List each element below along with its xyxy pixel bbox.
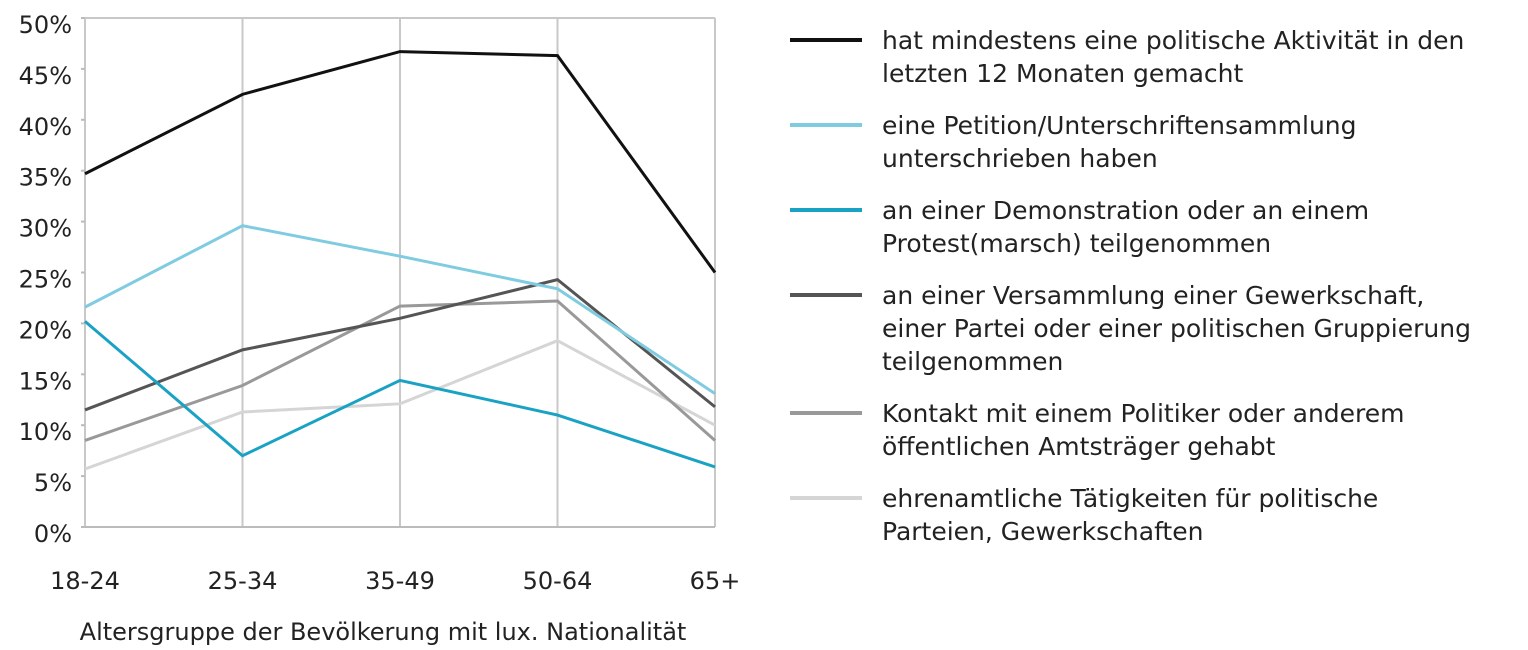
legend-swatch	[790, 293, 862, 297]
series-line	[84, 339, 716, 471]
y-tick-label: 0%	[34, 520, 72, 548]
legend-swatch	[790, 496, 862, 500]
y-tick-label: 35%	[19, 164, 72, 192]
y-tick-label: 30%	[19, 215, 72, 243]
series-line	[84, 320, 716, 469]
y-tick-label: 50%	[19, 11, 72, 39]
y-tick-label: 5%	[34, 469, 72, 497]
y-tick-label: 15%	[19, 367, 72, 395]
x-tick-label: 50-64	[523, 567, 593, 595]
y-tick-label: 20%	[19, 316, 72, 344]
legend-label: ehrenamtliche Tätigkeiten für politische…	[882, 484, 1379, 546]
legend-entry: eine Petition/Unterschriftensammlung unt…	[790, 109, 1522, 175]
series-line	[84, 299, 716, 442]
x-tick-label: 18-24	[50, 567, 120, 595]
x-axis-title: Altersgruppe der Bevölkerung mit lux. Na…	[80, 618, 687, 646]
y-tick-label: 25%	[19, 266, 72, 294]
legend-entry: an einer Versammlung einer Gewerkschaft,…	[790, 279, 1522, 378]
legend-entry: ehrenamtliche Tätigkeiten für politische…	[790, 482, 1522, 548]
legend-swatch	[790, 411, 862, 415]
legend-label: Kontakt mit einem Politiker oder anderem…	[882, 399, 1405, 461]
legend-label: eine Petition/Unterschriftensammlung unt…	[882, 111, 1357, 173]
legend-entry: hat mindestens eine politische Aktivität…	[790, 24, 1522, 90]
y-tick-label: 45%	[19, 62, 72, 90]
y-tick-label: 10%	[19, 418, 72, 446]
legend-swatch	[790, 208, 862, 212]
series-line	[84, 50, 717, 274]
legend-entry: an einer Demonstration oder an einem Pro…	[790, 194, 1522, 260]
x-tick-label: 25-34	[208, 567, 278, 595]
series-line	[84, 224, 716, 395]
x-tick-label: 35-49	[365, 567, 435, 595]
legend-label: an einer Versammlung einer Gewerkschaft,…	[882, 281, 1471, 376]
legend-swatch	[790, 123, 862, 127]
legend-entry: Kontakt mit einem Politiker oder anderem…	[790, 397, 1522, 463]
y-tick-label: 40%	[19, 113, 72, 141]
x-tick-label: 65+	[690, 567, 741, 595]
legend-label: hat mindestens eine politische Aktivität…	[882, 26, 1465, 88]
legend-label: an einer Demonstration oder an einem Pro…	[882, 196, 1370, 258]
legend-swatch	[790, 38, 862, 42]
